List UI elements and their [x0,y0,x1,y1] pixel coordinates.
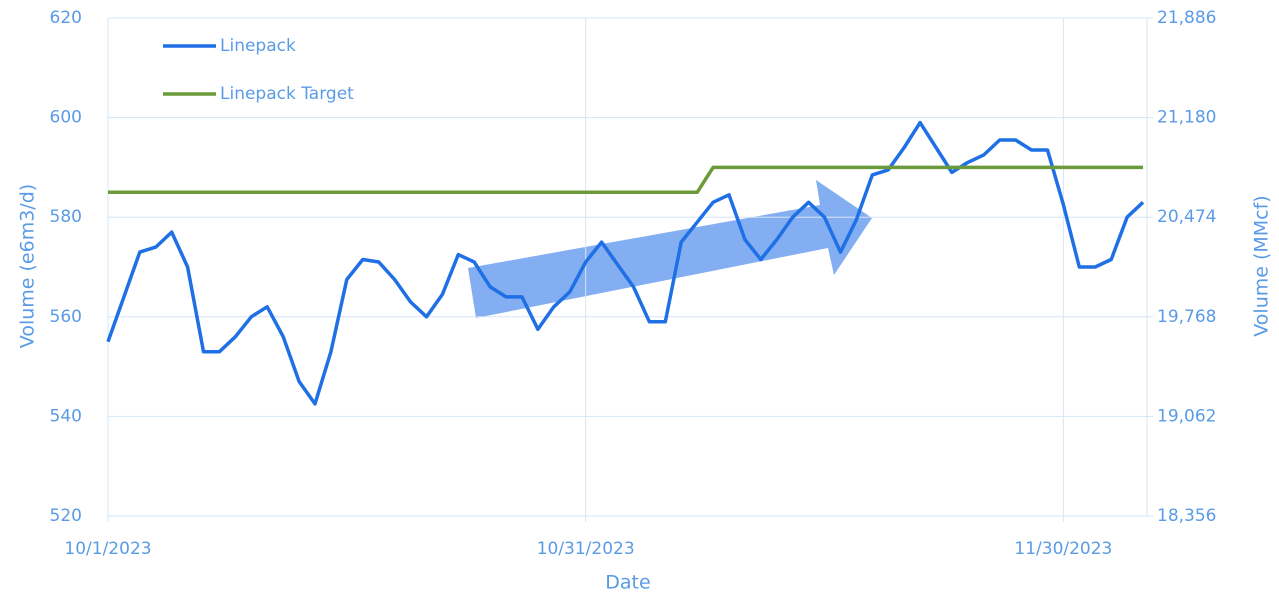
x-tick-label: 10/31/2023 [537,539,635,559]
legend-label: Linepack Target [220,84,354,104]
y2-tick-label: 20,474 [1157,207,1216,227]
y-tick-label: 540 [50,406,82,426]
y-tick-label: 580 [50,207,82,227]
y2-tick-label: 19,062 [1157,406,1216,426]
y-tick-label: 520 [50,506,82,526]
y2-axis-title: Volume (MMcf) [1251,195,1273,336]
y-tick-label: 620 [50,8,82,28]
y2-tick-label: 21,180 [1157,108,1216,128]
trend-arrow [468,180,872,318]
y2-tick-label: 19,768 [1157,307,1216,327]
x-tick-label: 11/30/2023 [1014,539,1112,559]
y2-tick-label: 21,886 [1157,8,1216,28]
legend-label: Linepack [220,36,296,56]
y-tick-label: 600 [50,108,82,128]
y2-tick-label: 18,356 [1157,506,1216,526]
y-axis-title: Volume (e6m3/d) [17,184,39,348]
series-line [106,120,1145,406]
y-tick-label: 560 [50,307,82,327]
x-tick-label: 10/1/2023 [64,539,151,559]
x-axis-title: Date [605,572,650,594]
series-line [108,165,1143,195]
